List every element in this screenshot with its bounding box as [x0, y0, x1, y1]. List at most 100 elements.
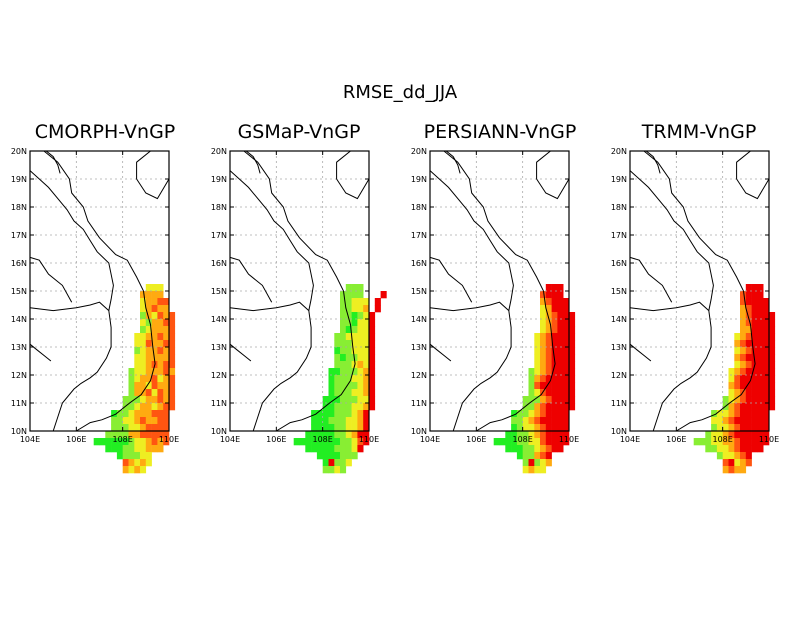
grid-cell [163, 361, 170, 369]
grid-cell [557, 312, 564, 320]
grid-cell [140, 459, 147, 467]
grid-cell [357, 284, 364, 292]
grid-cell [328, 424, 335, 432]
grid-cell [122, 424, 129, 432]
grid-cell [545, 389, 552, 397]
grid-cell [134, 403, 141, 411]
grid-cell [157, 445, 164, 453]
panel-title-gsmap: GSMaP-VnGP [237, 121, 361, 143]
grid-cell [734, 459, 741, 467]
grid-cell [763, 319, 770, 327]
grid-cell [145, 340, 152, 348]
grid-cell [722, 452, 729, 460]
grid-cell [711, 424, 718, 432]
grid-cell [145, 284, 152, 292]
y-tick-label: 14N [211, 315, 227, 324]
grid-cell [363, 424, 370, 432]
grid-cell [128, 424, 135, 432]
grid-cell [751, 284, 758, 292]
grid-cell [340, 417, 347, 425]
grid-cell [557, 333, 564, 341]
grid-cell [351, 403, 358, 411]
grid-cell [157, 291, 164, 299]
grid-cell [557, 410, 564, 418]
grid-cell [528, 417, 535, 425]
grid-cell [545, 417, 552, 425]
grid-cell [363, 361, 370, 369]
grid-cell [534, 375, 541, 383]
grid-cell [534, 466, 541, 474]
grid-cell [134, 382, 141, 390]
grid-cell [357, 291, 364, 299]
grid-cell [516, 424, 523, 432]
grid-cell [157, 431, 164, 439]
grid-cell [522, 452, 529, 460]
grid-cell [140, 375, 147, 383]
grid-cell [699, 438, 706, 446]
grid-cell [728, 424, 735, 432]
grid-cell [711, 417, 718, 425]
y-tick-label: 17N [11, 231, 27, 240]
grid-cell [551, 298, 558, 306]
grid-cell [311, 410, 318, 418]
grid-cell [363, 410, 370, 418]
grid-cell [740, 340, 747, 348]
grid-cell [145, 424, 152, 432]
grid-cell [745, 431, 752, 439]
grid-cell [522, 410, 529, 418]
grid-cell [769, 340, 776, 348]
grid-cell [340, 319, 347, 327]
coastline-layer [29, 150, 170, 432]
grid-cell [145, 417, 152, 425]
grid-cell [363, 438, 370, 446]
grid-cell [734, 445, 741, 453]
boundary-line [245, 150, 261, 174]
grid-cell [345, 424, 352, 432]
grid-cell [122, 459, 129, 467]
grid-cell [745, 452, 752, 460]
grid-cell [169, 347, 176, 355]
grid-cell [340, 466, 347, 474]
grid-cell [528, 375, 535, 383]
grid-cell [151, 368, 158, 376]
grid-cell [140, 368, 147, 376]
grid-cell [557, 389, 564, 397]
grid-cell [340, 305, 347, 313]
grid-cell [334, 445, 341, 453]
grid-cell [111, 424, 118, 432]
grid-cell [357, 389, 364, 397]
grid-cell [534, 424, 541, 432]
grid-cell [763, 361, 770, 369]
hainan-outline [336, 150, 370, 200]
grid-cell [145, 361, 152, 369]
coastline-layer [229, 150, 370, 432]
grid-cell [163, 410, 170, 418]
y-tick-label: 19N [611, 175, 627, 184]
grid-cell [734, 438, 741, 446]
grid-cell [328, 452, 335, 460]
boundary-line [629, 256, 673, 303]
grid-cell [563, 424, 570, 432]
grid-cell [145, 459, 152, 467]
grid-cell [734, 417, 741, 425]
boundary-line [29, 170, 114, 311]
grid-cell [145, 298, 152, 306]
grid-cell [751, 424, 758, 432]
grid-cell [145, 368, 152, 376]
grid-cell [351, 319, 358, 327]
grid-cell [522, 431, 529, 439]
grid-cell [693, 438, 700, 446]
grid-cell [551, 284, 558, 292]
boundary-line [445, 150, 461, 174]
grid-cell [569, 375, 576, 383]
grid-cell [734, 396, 741, 404]
y-tick-label: 17N [611, 231, 627, 240]
grid-cell [769, 319, 776, 327]
grid-cell [763, 431, 770, 439]
y-tick-label: 11N [211, 399, 227, 408]
grid-cell [522, 424, 529, 432]
y-tick-label: 12N [611, 371, 627, 380]
grid-cell [363, 431, 370, 439]
map-panel-3: 10N 11N 12N 13N 14N 15N 16N 17N 18N 19N 20N 104E 106… [611, 147, 779, 474]
grid-cell [128, 459, 135, 467]
